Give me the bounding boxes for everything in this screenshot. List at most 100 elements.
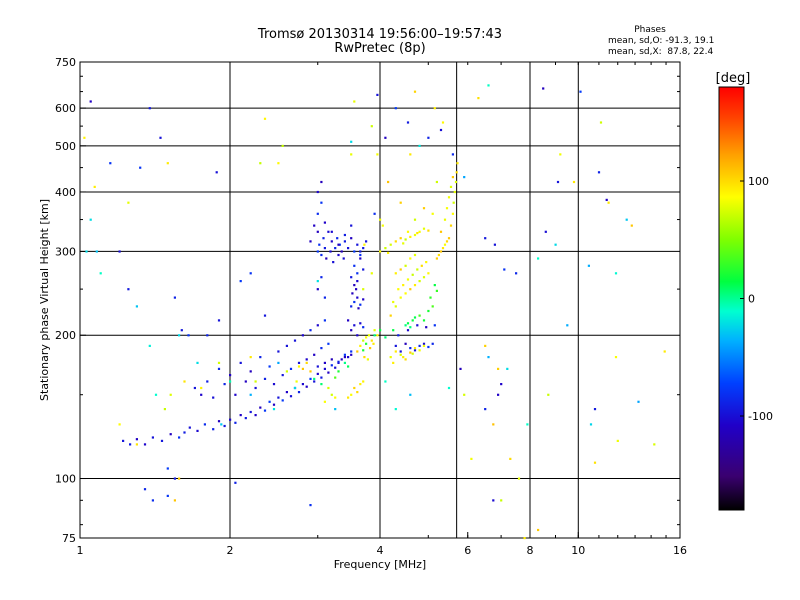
data-point: [83, 136, 86, 139]
data-point: [439, 230, 443, 233]
data-point: [394, 408, 397, 411]
data-point: [350, 140, 353, 143]
data-point: [200, 393, 203, 396]
data-point: [427, 272, 430, 275]
data-point: [384, 336, 387, 339]
data-point: [406, 121, 410, 124]
data-point: [206, 380, 209, 383]
data-point: [151, 436, 154, 439]
data-point: [447, 237, 451, 240]
data-point: [566, 324, 569, 327]
data-point: [387, 180, 390, 184]
data-point: [593, 408, 597, 411]
data-point: [301, 334, 304, 337]
data-point: [95, 250, 98, 253]
data-point: [441, 121, 445, 124]
data-point: [394, 305, 397, 308]
data-point: [277, 361, 280, 364]
data-point: [435, 289, 438, 292]
data-point: [217, 420, 221, 423]
data-point: [187, 334, 190, 337]
data-point: [589, 423, 593, 426]
colorbar-unit-label: [deg]: [716, 71, 751, 86]
data-point: [109, 162, 112, 165]
data-point: [212, 428, 215, 431]
data-point: [394, 350, 397, 353]
data-point: [203, 423, 206, 426]
y-tick-label: 75: [62, 532, 76, 545]
colorbar-ticks: -100 0 100: [740, 175, 773, 423]
data-point: [325, 257, 328, 260]
data-point: [356, 334, 359, 337]
data-point: [215, 171, 218, 174]
data-point: [85, 250, 88, 253]
data-point: [356, 272, 359, 275]
data-point: [449, 224, 453, 227]
data-point: [435, 180, 438, 184]
data-point: [323, 367, 326, 370]
data-point: [497, 367, 500, 370]
data-point: [334, 376, 337, 379]
data-point: [356, 391, 359, 394]
data-point: [329, 250, 332, 253]
data-point: [359, 322, 362, 325]
data-point: [334, 408, 337, 411]
data-point: [178, 436, 181, 439]
data-point: [193, 386, 196, 390]
data-point: [418, 344, 421, 347]
colorbar-tick-label: 0: [748, 293, 755, 306]
data-point: [229, 418, 232, 421]
data-point: [206, 334, 209, 337]
data-point: [413, 316, 417, 319]
data-point: [452, 201, 455, 204]
data-point: [166, 494, 169, 497]
data-point: [392, 361, 395, 364]
data-point: [285, 370, 288, 373]
data-point: [542, 87, 545, 90]
data-point: [343, 356, 346, 359]
y-tick-label: 600: [55, 102, 76, 115]
data-point: [309, 377, 312, 380]
data-point: [653, 443, 656, 446]
data-point: [554, 243, 557, 246]
data-point: [439, 128, 443, 132]
data-point: [614, 356, 618, 359]
data-point: [409, 393, 412, 396]
data-point: [151, 499, 154, 502]
data-point: [487, 356, 490, 359]
data-point: [297, 365, 301, 368]
data-point: [418, 144, 421, 147]
data-point: [309, 370, 312, 373]
data-point: [389, 314, 392, 317]
data-point: [409, 235, 412, 238]
data-point: [196, 361, 199, 364]
data-point: [406, 278, 410, 281]
data-point: [244, 417, 247, 420]
data-point: [353, 264, 356, 267]
data-point: [392, 300, 395, 304]
data-point: [572, 180, 576, 184]
data-point: [379, 218, 382, 221]
data-point: [301, 367, 304, 370]
data-point: [599, 121, 603, 124]
data-point: [443, 218, 447, 221]
data-point: [350, 153, 353, 156]
data-point: [597, 171, 601, 174]
data-point: [433, 107, 436, 110]
data-point: [320, 376, 323, 379]
y-axis-label: Stationary phase Virtual Height [km]: [38, 199, 51, 401]
data-point: [372, 342, 375, 345]
data-point: [350, 350, 353, 353]
colorbar-tick-label: 100: [748, 175, 769, 188]
y-tick-label: 750: [55, 56, 76, 69]
data-point: [445, 240, 449, 243]
data-point: [327, 386, 330, 390]
x-tick-label: 4: [377, 544, 384, 557]
data-point: [223, 383, 226, 386]
data-point: [365, 342, 368, 345]
data-point: [281, 399, 284, 402]
data-point: [427, 345, 430, 349]
data-point: [244, 380, 247, 383]
data-point: [212, 396, 215, 399]
